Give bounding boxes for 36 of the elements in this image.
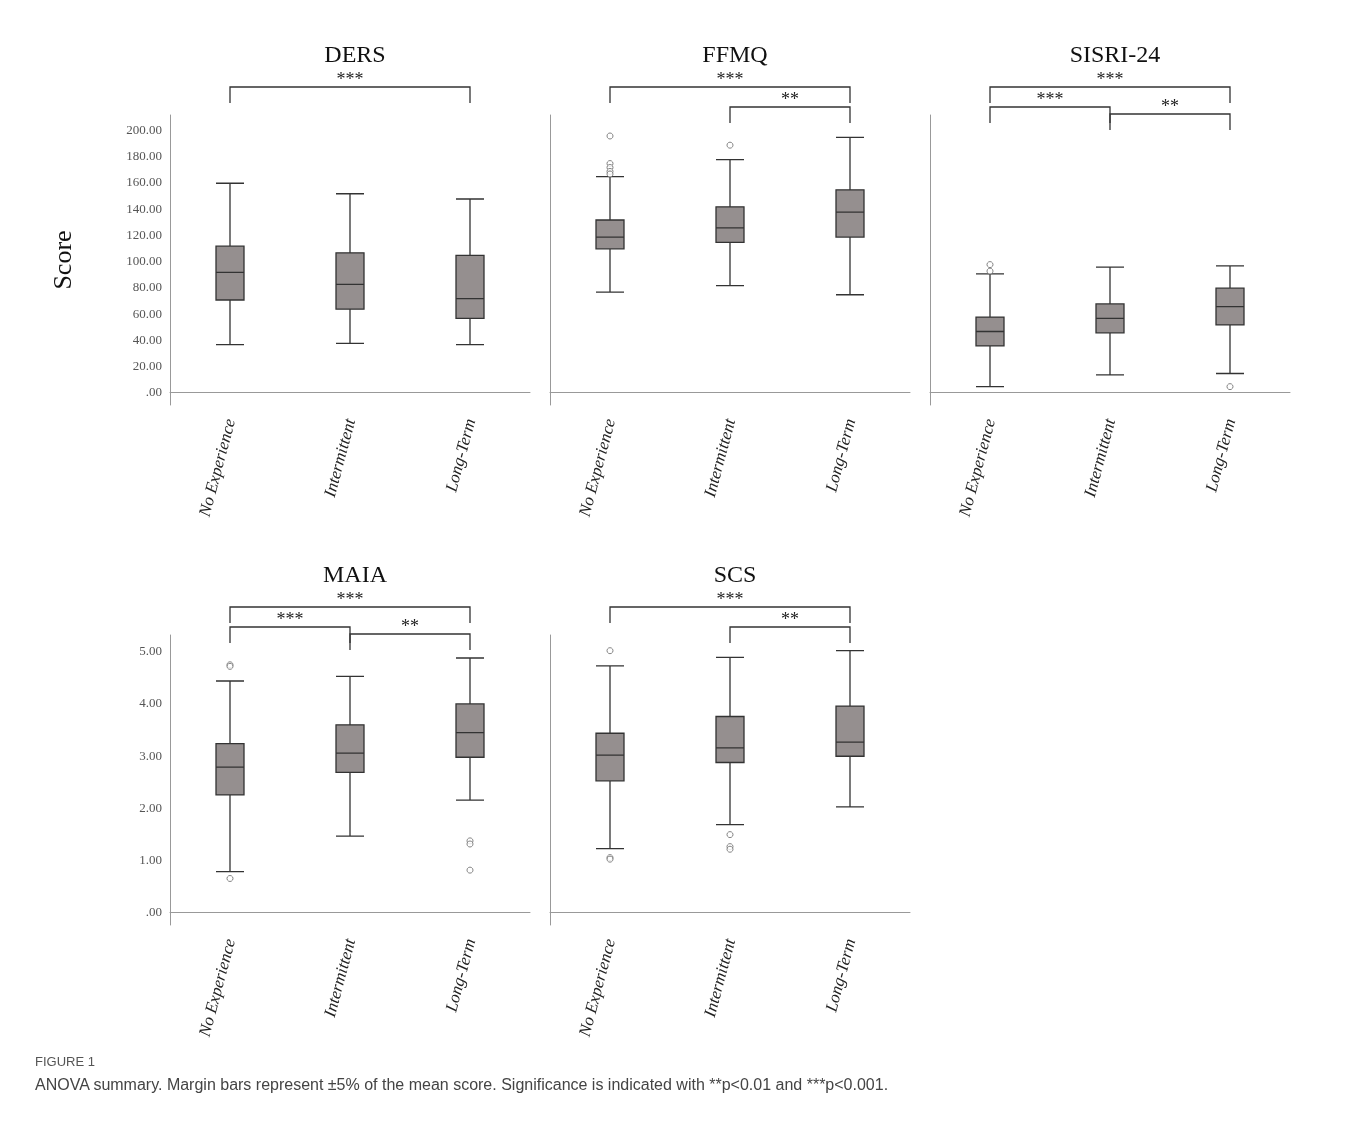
y-axis-title: Score bbox=[47, 230, 77, 290]
y-tick-label: 20.00 bbox=[132, 358, 162, 374]
chart-title: SCS bbox=[713, 561, 757, 587]
y-tick-label: 60.00 bbox=[132, 305, 162, 321]
y-tick-label: .00 bbox=[145, 384, 162, 400]
text: *** bbox=[336, 69, 364, 89]
chart-title: FFMQ bbox=[702, 41, 768, 67]
y-tick-label: .00 bbox=[145, 904, 162, 920]
y-tick-label: 5.00 bbox=[139, 643, 162, 659]
y-tick-label: 1.00 bbox=[139, 852, 162, 868]
text: *** bbox=[336, 589, 364, 609]
chart-title: MAIA bbox=[323, 561, 388, 587]
annotation: ** bbox=[401, 616, 419, 636]
y-tick-label: 80.00 bbox=[132, 279, 162, 295]
chart-title: SISRI-24 bbox=[1069, 41, 1161, 67]
text: FIGURE 1 bbox=[35, 1054, 95, 1069]
text: *** bbox=[716, 589, 744, 609]
y-tick-label: 200.00 bbox=[126, 121, 162, 137]
text: *** bbox=[1036, 89, 1064, 109]
y-tick-label: 180.00 bbox=[126, 148, 162, 164]
text: ** bbox=[781, 609, 799, 629]
y-tick-label: 4.00 bbox=[139, 695, 162, 711]
annotation: ** bbox=[1161, 96, 1179, 116]
text: *** bbox=[276, 609, 304, 629]
y-tick-label: 160.00 bbox=[126, 174, 162, 190]
y-tick-label: 3.00 bbox=[139, 747, 162, 763]
text: *** bbox=[716, 69, 744, 89]
y-tick-label: 120.00 bbox=[126, 226, 162, 242]
text: ANOVA summary. Margin bars represent ±5% of the mean score. Significance is indicated with **p<0.01 and ***p<0.001. bbox=[35, 1075, 889, 1093]
y-tick-label: 2.00 bbox=[139, 799, 162, 815]
text: *** bbox=[1096, 69, 1124, 89]
y-tick-label: 100.00 bbox=[126, 253, 162, 269]
y-tick-label: 140.00 bbox=[126, 200, 162, 216]
text: ** bbox=[781, 89, 799, 109]
chart-title: DERS bbox=[324, 41, 386, 67]
y-tick-label: 40.00 bbox=[132, 331, 162, 347]
